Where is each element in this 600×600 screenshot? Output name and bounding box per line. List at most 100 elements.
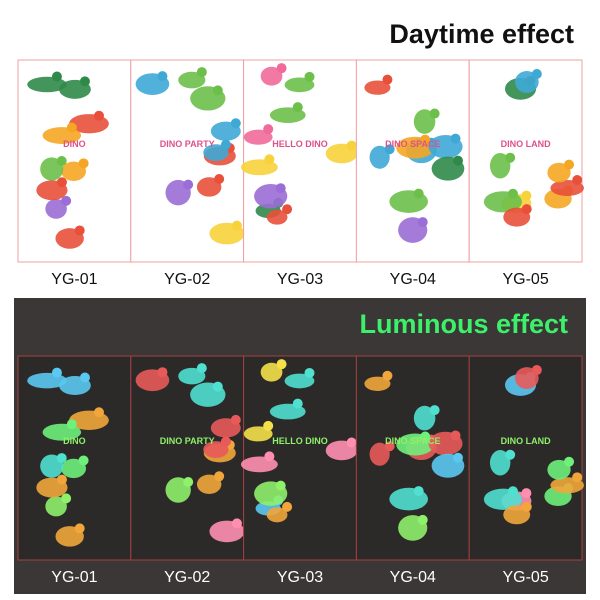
- dino-head: [417, 217, 428, 228]
- dino-head: [220, 139, 231, 150]
- dino-head: [505, 449, 516, 460]
- sticker-text: HELLO DINO: [272, 139, 328, 149]
- dino-head: [196, 363, 207, 374]
- dino-head: [282, 501, 293, 512]
- dino-head: [61, 195, 72, 206]
- dino-head: [78, 158, 89, 169]
- dino-head: [74, 225, 85, 236]
- dino-head: [505, 152, 516, 163]
- sheet-label: YG-04: [390, 271, 436, 288]
- dino-head: [93, 110, 104, 121]
- dino-head: [66, 122, 77, 133]
- dino-head: [183, 179, 194, 190]
- dino-head: [56, 177, 67, 188]
- dino-head: [214, 173, 225, 184]
- dino-sticker: [489, 450, 511, 476]
- dino-head: [275, 480, 286, 491]
- dino-head: [521, 501, 532, 512]
- sticker-text: DINO PARTY: [160, 436, 215, 446]
- dino-head: [282, 204, 293, 215]
- dino-head: [157, 367, 168, 378]
- dino-head: [450, 430, 461, 441]
- dino-head: [507, 486, 518, 497]
- dino-head: [66, 419, 77, 430]
- dino-head: [196, 67, 207, 78]
- sticker-text: DINO PARTY: [160, 139, 215, 149]
- luminous-title: Luminous effect: [359, 309, 568, 339]
- dino-sticker: [364, 80, 391, 95]
- sticker-text: DINO LAND: [501, 436, 551, 446]
- dino-head: [521, 488, 532, 499]
- dino-head: [61, 493, 72, 504]
- dino-head: [420, 134, 431, 145]
- dino-sticker: [266, 209, 288, 225]
- dino-sticker: [260, 66, 283, 86]
- dino-head: [521, 204, 532, 215]
- dino-head: [346, 437, 357, 448]
- dino-head: [93, 407, 104, 418]
- dino-head: [74, 523, 85, 534]
- sticker-text: DINO: [63, 139, 86, 149]
- sticker-text: DINO SPACE: [385, 436, 440, 446]
- daytime-title: Daytime effect: [389, 19, 574, 49]
- dino-sticker: [489, 152, 511, 179]
- sheet-label: YG-01: [51, 271, 97, 288]
- dino-sticker: [260, 362, 283, 382]
- dino-sticker: [203, 144, 229, 162]
- sheet-label: YG-03: [277, 569, 323, 586]
- dino-head: [420, 431, 431, 442]
- dino-head: [264, 154, 275, 165]
- dino-sticker: [284, 77, 315, 93]
- dino-head: [51, 71, 62, 82]
- dino-head: [531, 365, 542, 376]
- dino-sticker: [547, 162, 571, 183]
- dino-head: [413, 188, 424, 199]
- dino-head: [564, 456, 575, 467]
- sticker-text: DINO: [63, 436, 86, 446]
- dino-head: [263, 124, 274, 135]
- sticker-text: DINO LAND: [501, 139, 551, 149]
- dino-head: [56, 474, 67, 485]
- dino-head: [346, 140, 357, 151]
- dino-head: [292, 398, 303, 409]
- dino-sticker: [284, 373, 315, 389]
- dino-sticker: [45, 198, 67, 219]
- dino-head: [572, 175, 583, 186]
- dino-head: [452, 155, 463, 166]
- sticker-text: DINO SPACE: [385, 139, 440, 149]
- dino-sticker: [243, 129, 273, 145]
- dino-head: [230, 414, 241, 425]
- dino-head: [382, 370, 393, 381]
- dino-head: [51, 367, 62, 378]
- dino-head: [531, 68, 542, 79]
- dino-head: [220, 436, 231, 447]
- dino-sticker: [178, 71, 206, 89]
- dino-head: [564, 159, 575, 170]
- dino-head: [230, 118, 241, 129]
- sheet-label: YG-03: [277, 271, 323, 288]
- sheet-label: YG-02: [164, 569, 210, 586]
- dino-head: [56, 453, 67, 464]
- sheet-label: YG-04: [390, 569, 436, 586]
- dino-head: [79, 372, 90, 383]
- dino-head: [275, 183, 286, 194]
- dino-head: [231, 220, 242, 231]
- dino-sticker: [364, 376, 391, 391]
- dino-sticker: [369, 145, 390, 169]
- sheet-label: YG-02: [164, 271, 210, 288]
- dino-head: [276, 359, 287, 370]
- dino-head: [429, 405, 440, 416]
- dino-head: [417, 514, 428, 525]
- dino-head: [382, 74, 393, 85]
- dino-head: [183, 476, 194, 487]
- dino-head: [413, 486, 424, 497]
- dino-head: [384, 144, 395, 155]
- dino-head: [212, 381, 223, 392]
- dino-sticker: [243, 426, 273, 442]
- dino-head: [521, 190, 532, 201]
- sticker-text: HELLO DINO: [272, 436, 328, 446]
- dino-head: [263, 420, 274, 431]
- dino-head: [384, 441, 395, 452]
- sheet-label: YG-01: [51, 569, 97, 586]
